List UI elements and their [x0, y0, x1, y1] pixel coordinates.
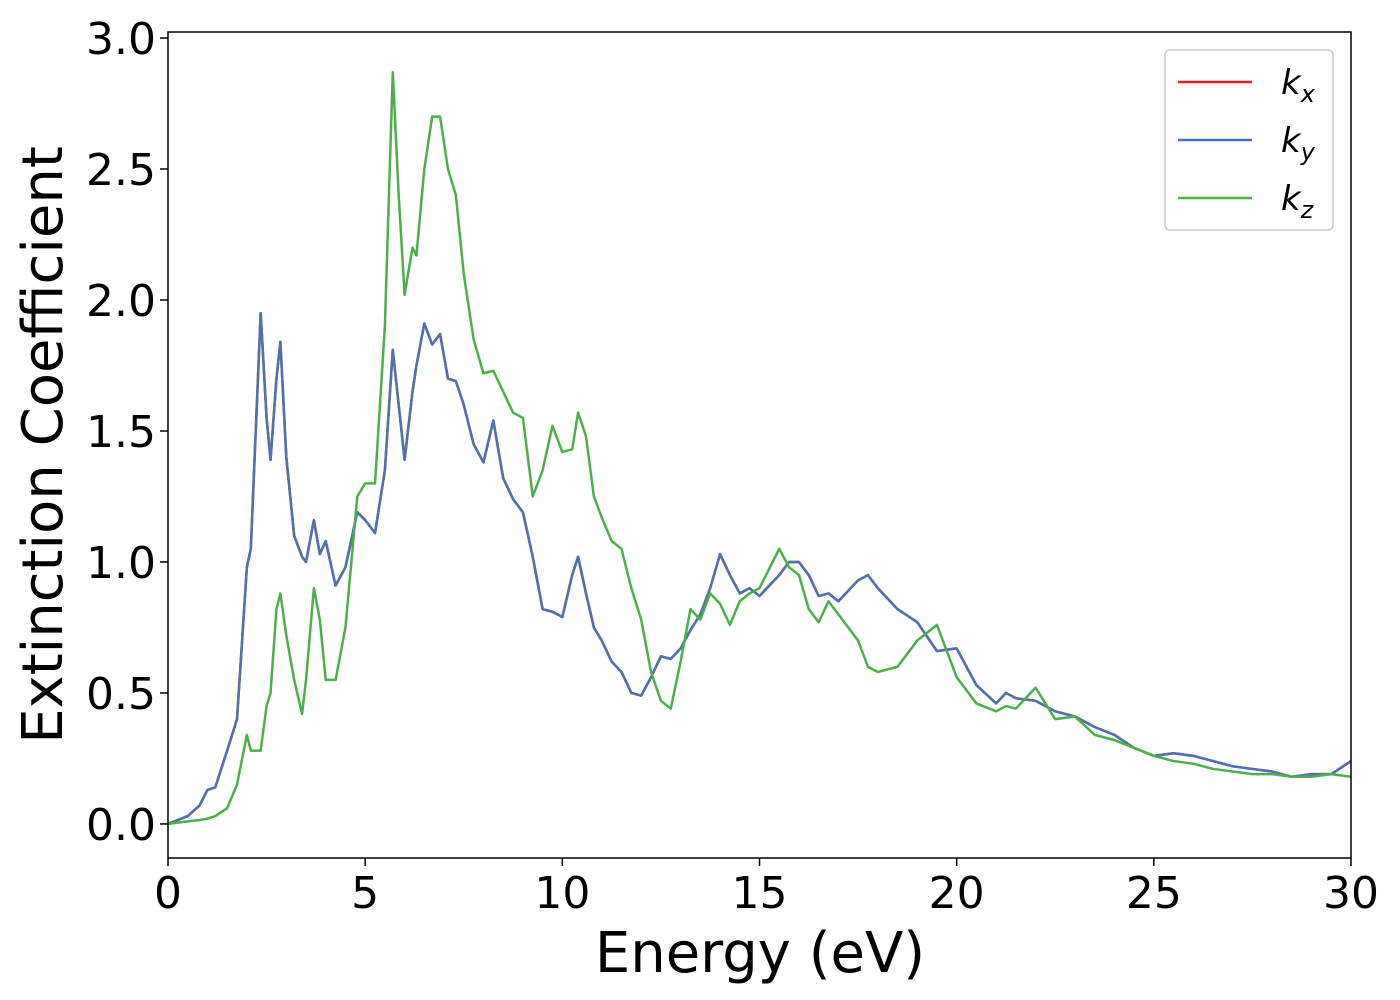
y-tick-label: 1.5 [86, 407, 156, 458]
y-axis-label: Extinction Coefficient [11, 146, 76, 744]
x-tick-label: 10 [534, 868, 590, 919]
y-tick-label: 1.0 [86, 538, 156, 589]
y-tick-label: 3.0 [86, 14, 156, 65]
x-tick-label: 15 [732, 868, 788, 919]
plot-frame [167, 31, 1352, 859]
y-tick-label: 0.0 [86, 800, 156, 851]
series-line [168, 70, 1351, 826]
legend-label: kx [1281, 63, 1316, 108]
y-tick-label: 2.5 [86, 145, 156, 196]
x-axis-label: Energy (eV) [595, 921, 925, 986]
legend-label: ky [1281, 121, 1316, 166]
x-tick-label: 5 [351, 868, 379, 919]
legend-label: kz [1281, 179, 1315, 224]
y-tick-label: 2.0 [86, 276, 156, 327]
series-line [168, 311, 1351, 826]
x-tick-label: 30 [1323, 868, 1379, 919]
x-tick-label: 0 [154, 868, 182, 919]
y-tick-label: 0.5 [86, 669, 156, 720]
x-tick-label: 25 [1126, 868, 1182, 919]
x-tick-label: 20 [929, 868, 985, 919]
